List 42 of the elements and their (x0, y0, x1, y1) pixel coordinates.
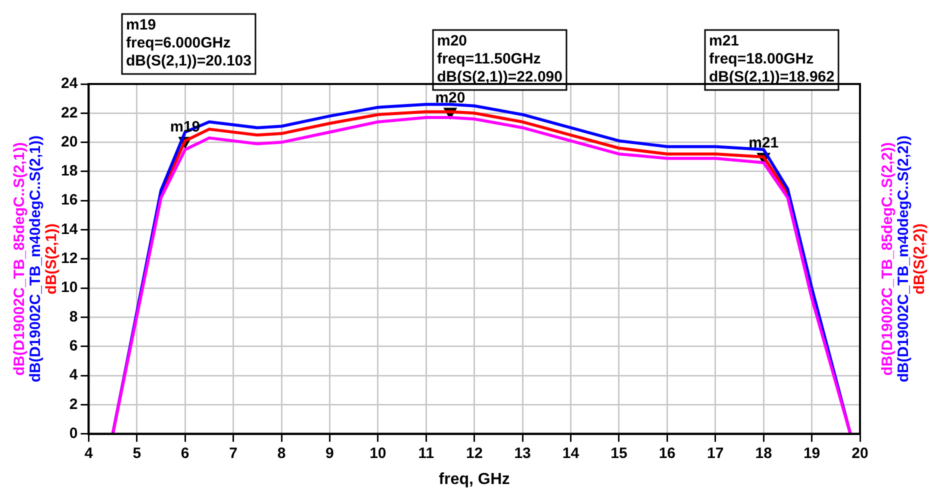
x-tick-label: 17 (707, 444, 724, 462)
annotation: m19 (170, 118, 200, 136)
x-tick-label: 5 (132, 444, 142, 462)
x-tick-label: 4 (84, 444, 94, 462)
x-tick-label: 14 (562, 444, 580, 462)
annotation: m21 freq=18.00GHz dB(S(2,1))=18.962 (709, 32, 834, 86)
x-tick-label: 7 (229, 444, 238, 462)
y-tick-label: 10 (60, 279, 78, 296)
x-tick-label: 16 (658, 444, 676, 462)
y-tick-label: 18 (60, 162, 78, 180)
y-tick-label: 2 (69, 396, 78, 413)
y-tick-label: 16 (60, 192, 78, 209)
x-tick-label: 10 (370, 444, 386, 462)
x-tick-label: 9 (326, 444, 334, 462)
text: dB(D19002C_TB_85degC..S(2,1)) (11, 142, 28, 376)
y-tick-label: 0 (69, 424, 78, 442)
text: dB(D19002C_TB_85degC..S(2,2)) (879, 142, 896, 376)
x-tick-label: 11 (418, 444, 434, 462)
x-tick-label: 13 (514, 444, 531, 462)
x-tick-label: 15 (610, 444, 628, 462)
y-tick-label: 8 (69, 308, 78, 326)
y-tick-label: 24 (60, 75, 78, 92)
x-tick-label: 8 (277, 444, 286, 462)
x-tick-label: 12 (466, 444, 483, 462)
text: dB(S(2,1)) (43, 223, 60, 294)
y-tick-label: 6 (69, 337, 78, 354)
annotation: m21 (748, 134, 779, 152)
y-tick-label: 4 (69, 366, 78, 384)
x-tick-label: 20 (852, 444, 868, 462)
y-tick-label: 22 (60, 104, 78, 122)
x-tick-label: 6 (180, 444, 190, 462)
y-tick-label: 20 (60, 133, 78, 150)
text: dB(S(2,2)) (911, 223, 928, 294)
text: m19 freq=6.000GHz dB(S(2,1))=20.103 (126, 16, 252, 70)
text: dB(D19002C_TB_m40degC..S(2,2)) (895, 136, 912, 382)
x-tick-label: 19 (803, 444, 820, 462)
annotation: m20 (435, 89, 466, 106)
text: dB(D19002C_TB_m40degC..S(2,1)) (27, 136, 44, 382)
y-tick-label: 14 (60, 220, 78, 238)
y-tick-label: 12 (60, 250, 78, 268)
x-axis-title: freq, GHz (438, 470, 510, 488)
x-tick-label: 18 (755, 444, 772, 462)
